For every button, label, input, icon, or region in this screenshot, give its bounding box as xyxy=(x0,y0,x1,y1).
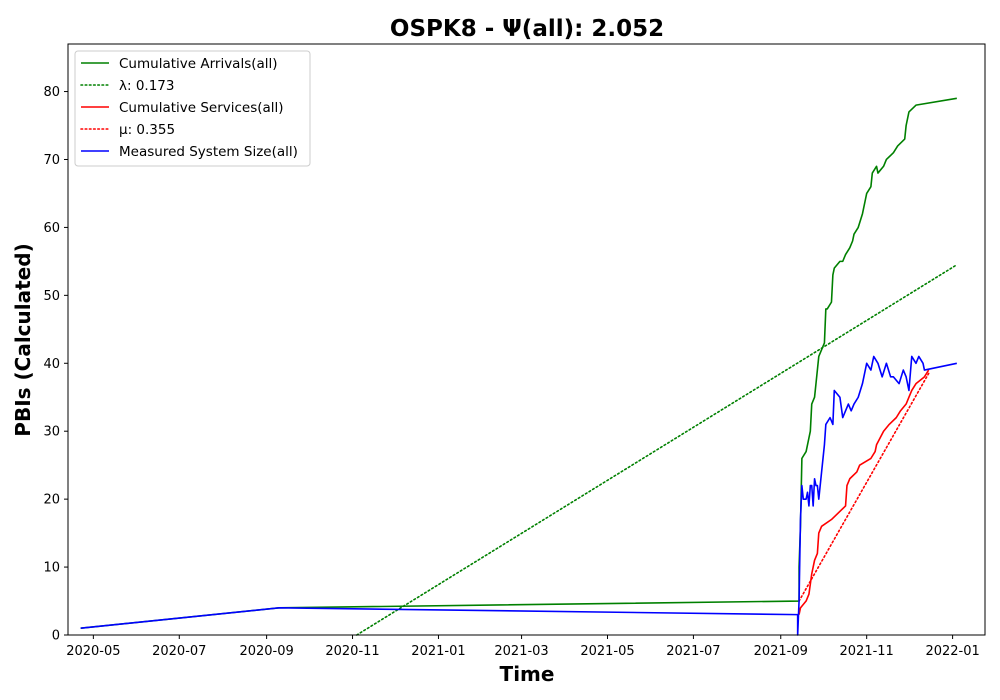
y-axis-title: PBIs (Calculated) xyxy=(11,243,35,436)
legend-box xyxy=(74,50,311,167)
chart-title: OSPK8 - Ψ(all): 2.052 xyxy=(390,16,664,42)
legend-label-cumulative-arrivals-all: Cumulative Arrivals(all) xyxy=(119,56,278,72)
series-line-cumulative-arrivals-all xyxy=(80,97,957,630)
y-axis: 0 10 20 30 40 50 60 70 80 xyxy=(43,85,68,644)
x-tick-label: 2021-11 xyxy=(840,644,894,659)
x-tick-label: 2021-05 xyxy=(580,644,634,659)
series-line-measured-system-size-all xyxy=(80,355,957,636)
legend-label-0-355: μ: 0.355 xyxy=(119,122,175,138)
x-tick-label: 2020-07 xyxy=(152,644,206,659)
legend-label-cumulative-services-all: Cumulative Services(all) xyxy=(119,100,284,116)
x-tick-label: 2021-03 xyxy=(494,644,548,659)
y-tick-label: 70 xyxy=(43,153,60,168)
y-tick-label: 20 xyxy=(43,493,60,508)
x-tick-label: 2021-07 xyxy=(666,644,720,659)
x-axis: 2020-05 2020-07 2020-09 2020-11 2021-01 2021-… xyxy=(66,635,980,659)
series-line-0-173 xyxy=(355,263,958,636)
series-layer xyxy=(80,97,958,636)
series-line-cumulative-services-all xyxy=(798,369,930,615)
x-axis-title: Time xyxy=(500,662,555,686)
y-tick-label: 30 xyxy=(43,425,60,440)
x-tick-label: 2020-09 xyxy=(239,644,293,659)
y-tick-label: 60 xyxy=(43,221,60,236)
x-tick-label: 2021-01 xyxy=(411,644,465,659)
legend: Cumulative Arrivals(all) λ: 0.173 Cumulati… xyxy=(74,50,311,167)
y-tick-label: 40 xyxy=(43,357,60,372)
y-tick-label: 80 xyxy=(43,85,60,100)
plot-frame xyxy=(67,43,986,636)
x-tick-label: 2022-01 xyxy=(925,644,979,659)
x-tick-label: 2020-05 xyxy=(66,644,120,659)
legend-label-measured-system-size-all: Measured System Size(all) xyxy=(119,144,298,160)
x-tick-label: 2021-09 xyxy=(754,644,808,659)
x-tick-label: 2020-11 xyxy=(325,644,379,659)
legend-label-0-173: λ: 0.173 xyxy=(119,78,174,94)
series-line-0-355 xyxy=(798,372,930,602)
y-tick-label: 10 xyxy=(43,561,60,576)
y-tick-label: 50 xyxy=(43,289,60,304)
y-tick-label: 0 xyxy=(52,629,60,644)
